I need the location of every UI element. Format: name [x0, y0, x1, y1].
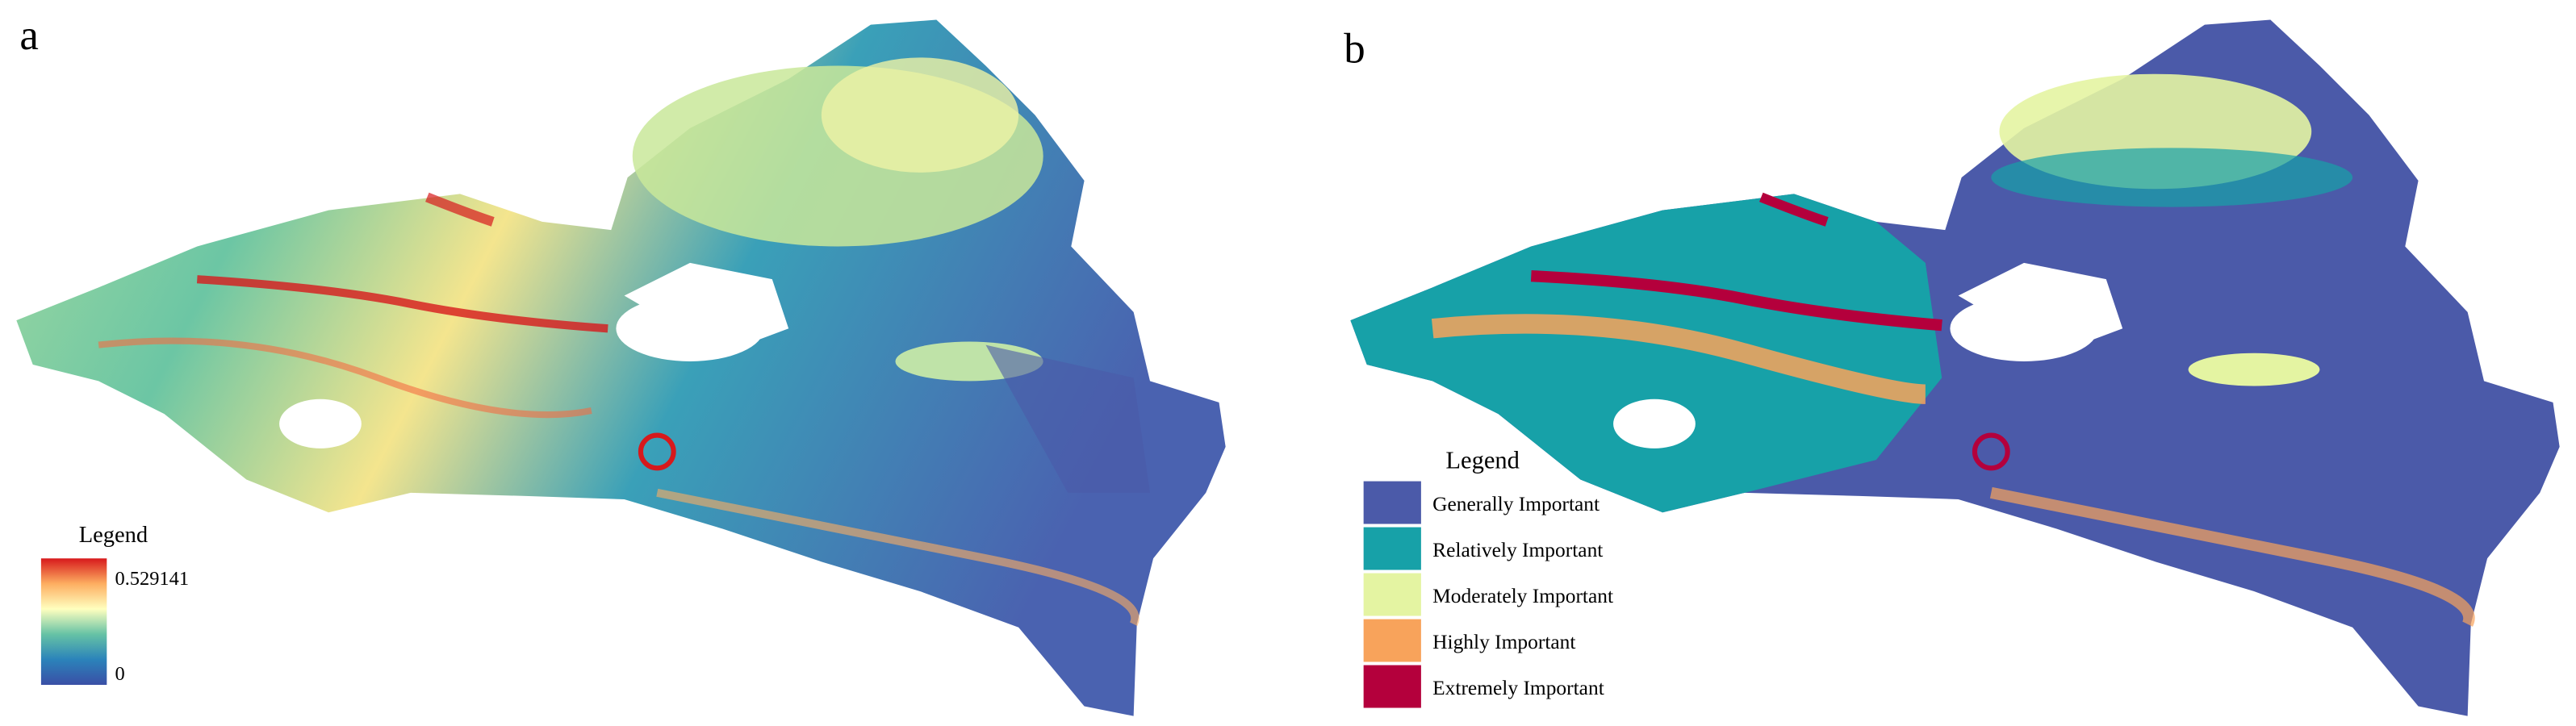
- legend-max: 0.529141: [115, 568, 190, 590]
- legend-swatch: [1363, 573, 1421, 616]
- map-b: [1350, 19, 2560, 716]
- panel-label: a: [19, 12, 38, 59]
- legend-swatch: [1363, 481, 1421, 524]
- legend-title: Legend: [79, 523, 148, 548]
- legend-swatch: [1363, 527, 1421, 570]
- legend-label: Generally Important: [1432, 492, 1600, 515]
- legend-label: Moderately Important: [1432, 584, 1613, 607]
- legend-swatch: [1363, 665, 1421, 708]
- panel-label: b: [1344, 25, 1365, 72]
- legend-label: Relatively Important: [1432, 538, 1603, 561]
- legend-label: Extremely Important: [1432, 676, 1604, 699]
- map-a: [16, 19, 1226, 716]
- legend: Generally Important Relatively Important M…: [1363, 481, 1613, 708]
- legend-title: Legend: [1445, 446, 1520, 474]
- color-ramp: [40, 558, 107, 685]
- legend-label: Highly Important: [1432, 630, 1575, 653]
- legend-min: 0: [115, 663, 125, 685]
- legend-swatch: [1363, 619, 1421, 662]
